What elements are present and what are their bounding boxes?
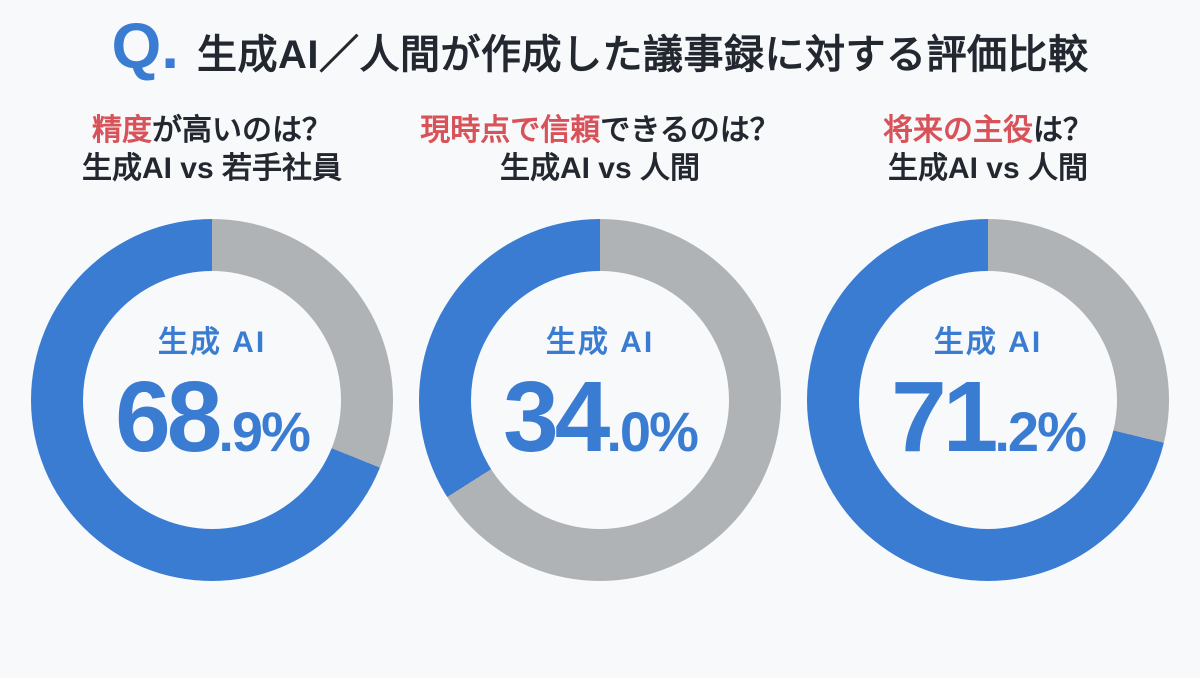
donut-value-main: 34 — [503, 360, 610, 473]
donut-hole — [859, 270, 1117, 529]
donut-value: 68.9% — [115, 360, 311, 473]
donut-value-sub: .0% — [606, 399, 698, 463]
question-subtitle: 生成AI vs 人間 — [887, 152, 1089, 186]
question-highlight: 現時点で信頼 — [420, 114, 601, 147]
question-rest: は？ — [1033, 114, 1093, 147]
chart-question: 精度が高いのは？ 生成AI vs 若手社員 — [82, 112, 342, 189]
donut-center-label: 生成 AI — [157, 325, 267, 359]
page-title: 生成AI／人間が作成した議事録に対する評価比較 — [197, 33, 1089, 77]
donut-chart-trust: 生成 AI 34.0% — [419, 218, 781, 581]
chart-column-trust: 現時点で信頼できるのは？ 生成AI vs 人間 生成 AI 34.0% — [412, 112, 788, 581]
question-highlight: 将来の主役 — [883, 114, 1033, 147]
question-rest: できるのは？ — [600, 114, 780, 147]
question-line: 将来の主役は？ — [883, 112, 1093, 150]
donut-center-label: 生成 AI — [545, 325, 655, 359]
donut-value-sub: .9% — [218, 399, 310, 463]
question-line: 精度が高いのは？ — [82, 112, 342, 150]
donut-chart-future: 生成 AI 71.2% — [807, 218, 1169, 581]
question-subtitle: 生成AI vs 人間 — [499, 152, 701, 186]
chart-column-future: 将来の主役は？ 生成AI vs 人間 生成 AI 71.2% — [800, 112, 1176, 581]
header: Q. 生成AI／人間が作成した議事録に対する評価比較 — [0, 0, 1200, 78]
donut-value: 34.0% — [503, 360, 699, 473]
donut-center: 生成 AI 68.9% — [31, 211, 393, 573]
donut-value-main: 71 — [891, 360, 998, 473]
chart-question: 現時点で信頼できるのは？ 生成AI vs 人間 — [420, 112, 779, 189]
charts-row: 精度が高いのは？ 生成AI vs 若手社員 生成 AI 68.9% 現時点で信頼… — [0, 112, 1200, 581]
question-highlight: 精度 — [91, 114, 152, 147]
donut-center: 生成 AI 34.0% — [419, 211, 781, 573]
donut-value-sub: .2% — [994, 399, 1086, 463]
question-subtitle: 生成AI vs 若手社員 — [81, 152, 343, 186]
question-line: 現時点で信頼できるのは？ — [420, 112, 779, 150]
q-mark: Q. — [111, 10, 180, 82]
donut-center-label: 生成 AI — [933, 325, 1043, 359]
donut-hole — [471, 270, 729, 529]
question-rest: が高いのは？ — [151, 114, 332, 147]
donut-center: 生成 AI 71.2% — [807, 211, 1169, 573]
chart-question: 将来の主役は？ 生成AI vs 人間 — [883, 112, 1093, 189]
donut-value-main: 68 — [115, 360, 222, 473]
chart-column-accuracy: 精度が高いのは？ 生成AI vs 若手社員 生成 AI 68.9% — [24, 112, 400, 581]
donut-value: 71.2% — [891, 360, 1087, 473]
donut-chart-accuracy: 生成 AI 68.9% — [31, 218, 393, 581]
donut-hole — [83, 270, 341, 529]
